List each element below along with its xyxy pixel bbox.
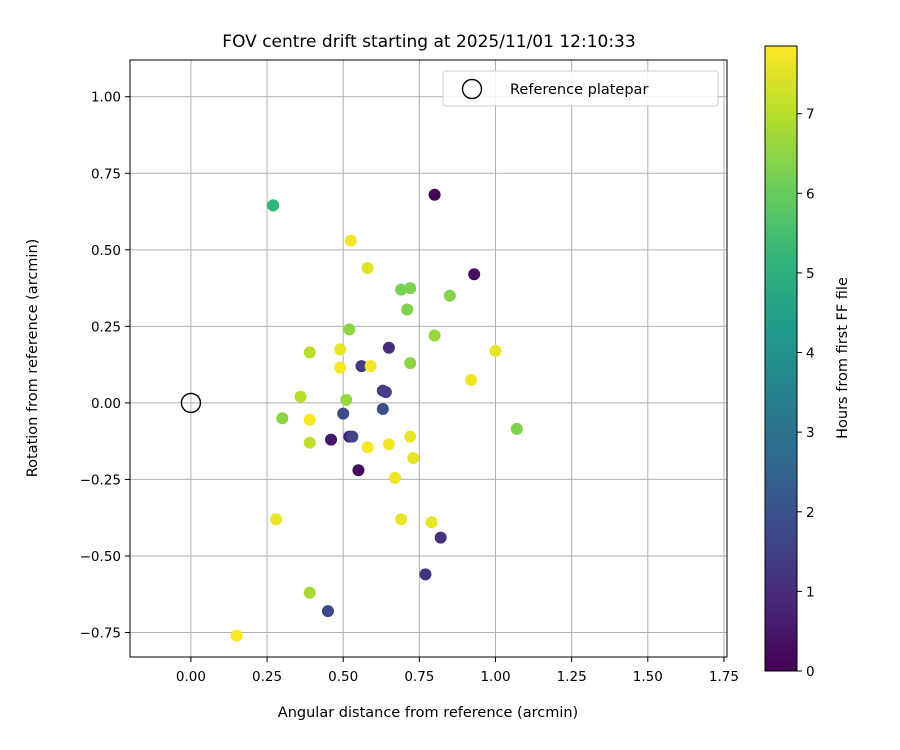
data-point xyxy=(489,344,502,357)
data-point xyxy=(267,199,280,212)
data-point xyxy=(364,360,377,373)
data-points xyxy=(230,188,523,642)
data-point xyxy=(361,441,374,454)
data-point xyxy=(344,234,357,247)
data-point xyxy=(379,386,392,399)
data-point xyxy=(340,393,353,406)
y-tick-label: 0.75 xyxy=(91,166,121,182)
data-point xyxy=(395,513,408,526)
y-tick-label: 1.00 xyxy=(91,90,121,106)
data-point xyxy=(404,430,417,443)
data-point xyxy=(388,471,401,484)
data-point xyxy=(276,412,289,425)
data-point xyxy=(407,452,420,464)
data-point xyxy=(303,346,316,359)
data-point xyxy=(510,422,523,435)
data-point xyxy=(404,282,417,295)
legend-box xyxy=(442,70,719,107)
data-point xyxy=(230,629,243,642)
legend-reference-marker xyxy=(461,78,483,100)
y-tick-label: −0.50 xyxy=(80,549,121,565)
colorbar-tick-label: 6 xyxy=(806,186,815,202)
colorbar-tick-label: 5 xyxy=(806,266,815,282)
x-axis-ticks: 0.00 0.25 0.50 0.75 1.00 1.25 1.50 1.75 xyxy=(176,657,739,685)
colorbar-tick-label: 1 xyxy=(806,584,815,600)
data-point xyxy=(468,268,481,281)
colorbar: 0 1 2 3 4 5 6 7 Hours from first FF file xyxy=(764,45,851,680)
colorbar-tick-label: 4 xyxy=(806,346,815,362)
data-point xyxy=(334,361,347,374)
data-point xyxy=(376,403,389,416)
data-point xyxy=(321,605,334,618)
colorbar-label: Hours from first FF file xyxy=(835,277,851,439)
x-tick-label: 1.75 xyxy=(709,669,739,685)
x-tick-label: 0.50 xyxy=(328,669,358,685)
data-point xyxy=(428,188,441,201)
chart-title: FOV centre drift starting at 2025/11/01 … xyxy=(222,32,635,52)
x-axis-label: Angular distance from reference (arcmin) xyxy=(278,705,578,721)
data-point xyxy=(294,390,307,403)
x-tick-label: 0.00 xyxy=(176,669,206,685)
legend-reference-label: Reference platepar xyxy=(510,82,648,98)
y-tick-label: 0.50 xyxy=(91,243,121,259)
reference-platepar-marker xyxy=(180,392,202,414)
colorbar-tick-label: 7 xyxy=(806,107,815,123)
y-tick-label: 0.25 xyxy=(91,319,121,335)
x-tick-label: 1.00 xyxy=(480,669,510,685)
data-point xyxy=(303,436,316,449)
data-point xyxy=(337,407,350,420)
data-point xyxy=(355,360,368,373)
colorbar-tick-label: 3 xyxy=(806,425,815,441)
x-tick-label: 0.25 xyxy=(252,669,282,685)
plot-frame xyxy=(129,59,728,658)
data-point xyxy=(428,329,441,342)
colorbar-tick-label: 0 xyxy=(806,664,815,680)
data-point xyxy=(334,343,347,356)
data-point xyxy=(443,289,456,302)
y-tick-label: 0.00 xyxy=(91,396,121,412)
colorbar-ticks: 0 1 2 3 4 5 6 7 xyxy=(797,107,815,680)
y-axis-ticks: −0.75 −0.50 −0.25 0.00 0.25 0.50 0.75 1.00 xyxy=(80,90,130,642)
data-point xyxy=(404,357,417,370)
data-point xyxy=(382,438,395,451)
data-point xyxy=(434,531,447,544)
data-point xyxy=(425,516,438,529)
data-point xyxy=(382,341,395,354)
x-tick-label: 1.25 xyxy=(557,669,587,685)
y-axis-label: Rotation from reference (arcmin) xyxy=(25,239,41,478)
data-point xyxy=(419,568,432,581)
data-point xyxy=(303,586,316,599)
y-tick-label: −0.25 xyxy=(80,472,121,488)
data-point xyxy=(361,262,374,275)
data-point xyxy=(325,433,338,446)
data-point xyxy=(395,283,408,296)
grid-lines xyxy=(130,60,727,657)
colorbar-gradient xyxy=(764,45,798,672)
data-point xyxy=(465,373,478,386)
data-point xyxy=(270,513,283,526)
legend: Reference platepar xyxy=(442,70,719,107)
x-tick-label: 1.50 xyxy=(633,669,663,685)
y-tick-label: −0.75 xyxy=(80,626,121,642)
data-point xyxy=(401,303,414,316)
data-point xyxy=(346,430,359,443)
data-point xyxy=(343,323,356,336)
data-point xyxy=(303,413,316,426)
reference-marker-group xyxy=(180,392,202,414)
colorbar-tick-label: 2 xyxy=(806,505,815,521)
x-tick-label: 0.75 xyxy=(404,669,434,685)
data-point xyxy=(352,464,365,477)
